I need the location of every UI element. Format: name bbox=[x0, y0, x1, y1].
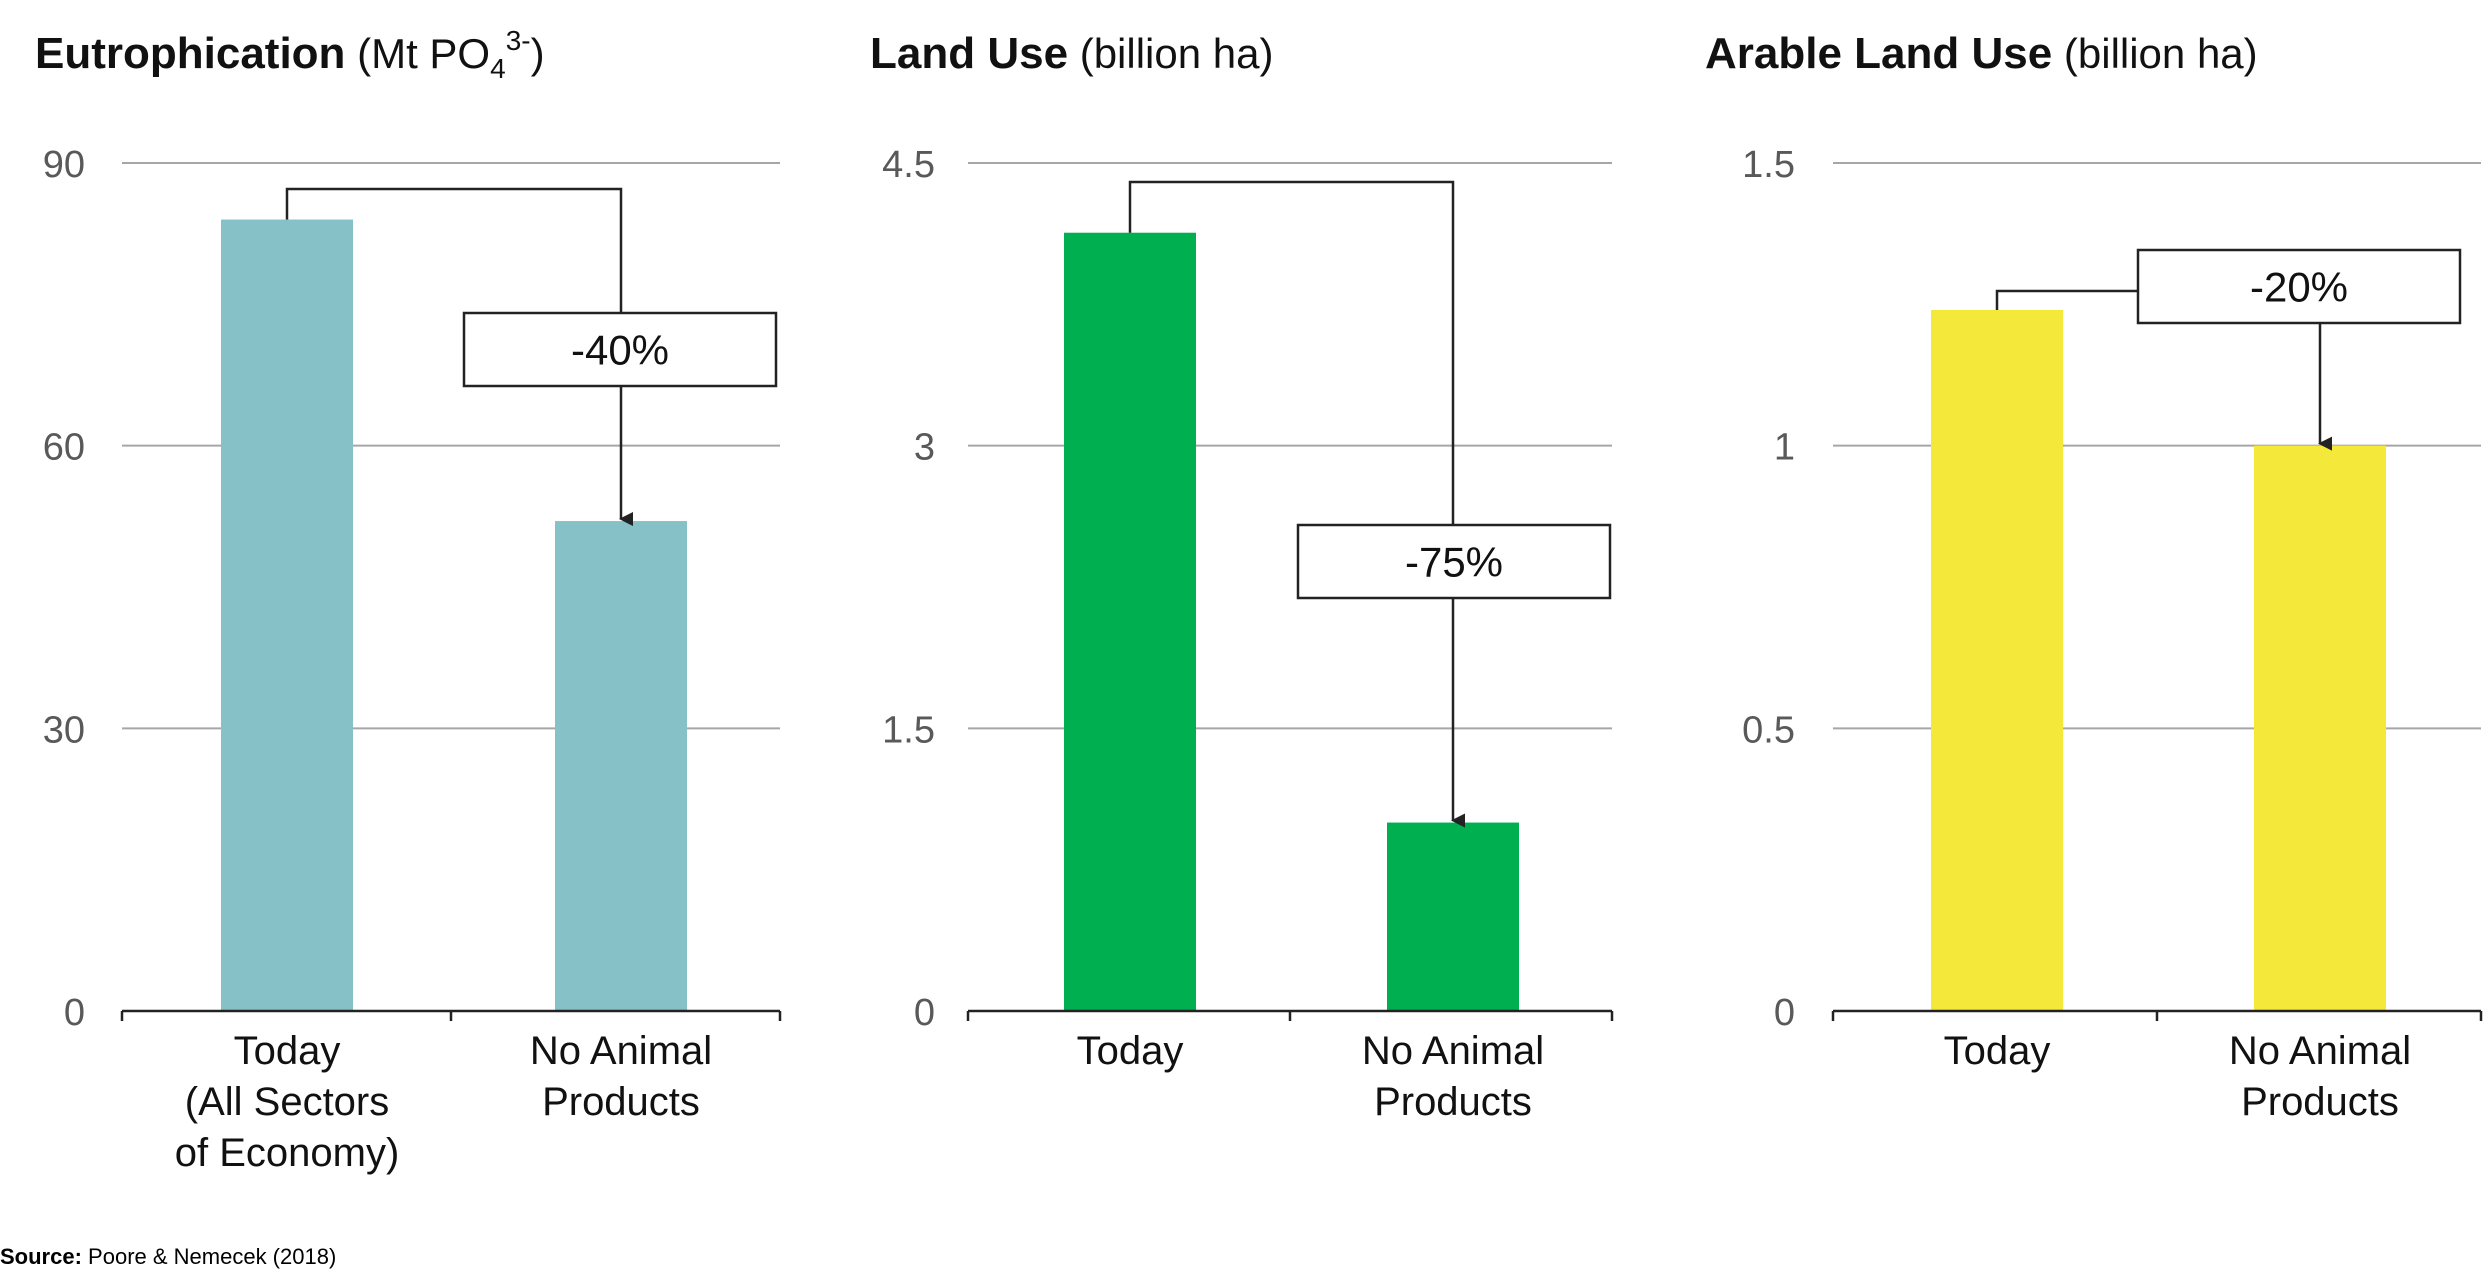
change-arrow bbox=[1128, 180, 1465, 828]
bar-today bbox=[1931, 309, 2063, 1011]
y-tick-label: 4.5 bbox=[882, 144, 935, 186]
change-label: -75% bbox=[1405, 539, 1503, 586]
source-text: Poore & Nemecek (2018) bbox=[88, 1244, 337, 1269]
y-tick-label: 0.5 bbox=[1742, 709, 1795, 751]
change-label-box bbox=[462, 311, 778, 388]
chart-panel-3: Arable Land Use (billion ha) 0 0.5 1 1.5 Toda… bbox=[1705, 29, 2483, 1124]
y-tick-label: 30 bbox=[43, 709, 85, 751]
chart-title: Land Use (billion ha) bbox=[870, 29, 1273, 78]
y-tick-label: 0 bbox=[1774, 992, 1795, 1034]
bar-today bbox=[1064, 232, 1196, 1012]
chart-title: Arable Land Use (billion ha) bbox=[1705, 29, 2258, 78]
x-category-label: Today bbox=[1077, 1029, 1184, 1073]
y-tick-label: 90 bbox=[43, 144, 85, 186]
bar-no-animal-products bbox=[555, 521, 687, 1011]
bar-no-animal-products bbox=[1387, 822, 1519, 1011]
bar-today bbox=[221, 219, 353, 1012]
x-category-label: Today (All Sectors of Economy) bbox=[175, 1029, 400, 1175]
y-tick-label: 3 bbox=[914, 427, 935, 469]
source-note: Source: Poore & Nemecek (2018) bbox=[0, 1244, 336, 1270]
change-label-box bbox=[2136, 248, 2462, 325]
y-tick-label: 1.5 bbox=[1742, 144, 1795, 186]
x-category-label: Today bbox=[1944, 1029, 2051, 1073]
source-label: Source: bbox=[0, 1244, 82, 1269]
chart-panel-1: Eutrophication (Mt PO43-) 0 30 60 90 Today (Al… bbox=[35, 25, 782, 1175]
change-label-box bbox=[1296, 523, 1612, 600]
chart-panel-2: Land Use (billion ha) 0 1.5 3 4.5 Today No Ani… bbox=[870, 29, 1614, 1124]
y-tick-label: 0 bbox=[64, 992, 85, 1034]
y-tick-label: 60 bbox=[43, 427, 85, 469]
x-category-label: No Animal Products bbox=[2229, 1029, 2411, 1124]
x-category-label: No Animal Products bbox=[1362, 1029, 1544, 1124]
y-tick-label: 1 bbox=[1774, 427, 1795, 469]
change-arrow bbox=[1995, 289, 2320, 444]
change-label: -20% bbox=[2250, 264, 2348, 311]
y-tick-label: 0 bbox=[914, 992, 935, 1034]
chart-title: Eutrophication (Mt PO43-) bbox=[35, 25, 545, 84]
y-tick-label: 1.5 bbox=[882, 709, 935, 751]
change-label: -40% bbox=[571, 327, 669, 374]
bar-no-animal-products bbox=[2254, 445, 2386, 1012]
x-category-label: No Animal Products bbox=[530, 1029, 712, 1124]
